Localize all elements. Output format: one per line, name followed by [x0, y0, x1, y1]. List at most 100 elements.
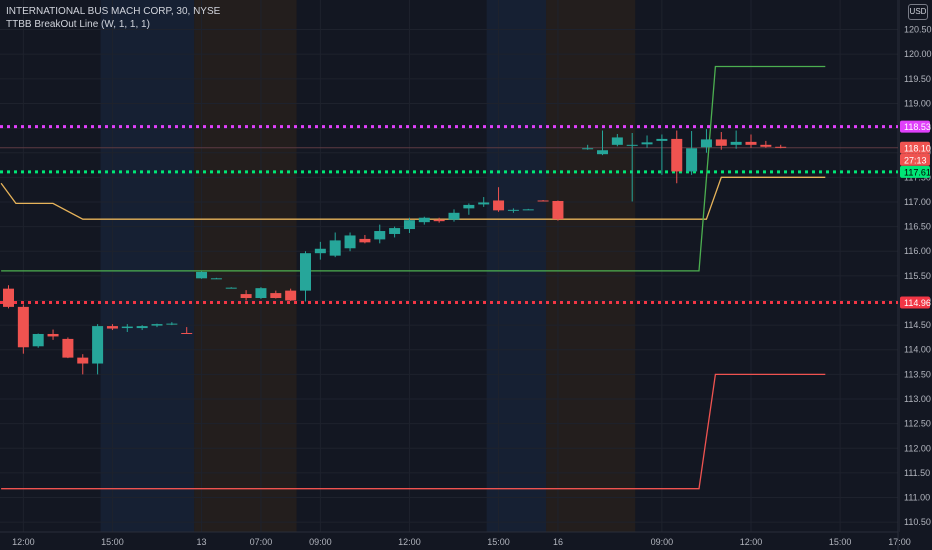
candle-body[interactable]	[522, 209, 534, 211]
x-tick-label: 07:00	[250, 537, 273, 547]
candle-body[interactable]	[626, 144, 638, 146]
level-badge-green: 117.61	[904, 167, 931, 177]
x-tick-label: 16	[553, 537, 563, 547]
candle-body[interactable]	[478, 202, 490, 205]
candle-body[interactable]	[715, 139, 727, 146]
y-tick-label: 110.50	[904, 517, 931, 527]
x-tick-label: 12:00	[398, 537, 421, 547]
y-tick-label: 116.00	[904, 246, 931, 256]
session-band	[546, 0, 636, 532]
y-tick-label: 117.00	[904, 197, 931, 207]
x-tick-label: 15:00	[829, 537, 852, 547]
candle-body[interactable]	[403, 220, 415, 230]
y-tick-label: 120.50	[904, 25, 932, 35]
candle-body[interactable]	[493, 200, 505, 211]
candle-body[interactable]	[314, 248, 326, 254]
level-badge-green-bg	[900, 165, 930, 178]
y-tick-label: 111.00	[904, 493, 930, 503]
candle-body[interactable]	[582, 148, 594, 150]
candle-body[interactable]	[77, 357, 89, 364]
y-tick-label: 116.50	[904, 222, 931, 232]
candle-body[interactable]	[700, 139, 712, 148]
candle-body[interactable]	[285, 290, 297, 301]
candle-body[interactable]	[611, 137, 623, 145]
candle-body[interactable]	[166, 323, 178, 325]
y-tick-label: 115.50	[904, 271, 931, 281]
candle-body[interactable]	[433, 219, 445, 222]
currency-button[interactable]: USD	[908, 4, 928, 20]
y-tick-label: 119.50	[904, 74, 931, 84]
candle-body[interactable]	[760, 144, 772, 147]
candle-body[interactable]	[151, 324, 163, 326]
candle-body[interactable]	[32, 333, 44, 347]
candle-body[interactable]	[374, 231, 386, 240]
y-tick-label: 112.50	[904, 419, 931, 429]
candle-body[interactable]	[3, 288, 14, 307]
level-badge-red: 114.96	[904, 298, 931, 308]
session-band	[194, 0, 297, 532]
candle-body[interactable]	[106, 326, 118, 329]
x-tick-label: 15:00	[487, 537, 510, 547]
symbol-legend[interactable]: INTERNATIONAL BUS MACH CORP, 30, NYSE	[6, 6, 221, 17]
breakout-line-red	[1, 373, 826, 490]
indicator-legend[interactable]: TTBB BreakOut Line (W, 1, 1, 1)	[6, 19, 150, 30]
candle-body[interactable]	[17, 306, 29, 348]
bar-countdown-badge-bg	[900, 153, 930, 166]
candle-body[interactable]	[270, 293, 282, 299]
candle-body[interactable]	[448, 212, 460, 220]
candle-body[interactable]	[210, 278, 222, 280]
candle-body[interactable]	[329, 240, 341, 256]
y-tick-label: 119.00	[904, 98, 931, 108]
candle-body[interactable]	[344, 235, 356, 249]
candle-body[interactable]	[656, 138, 668, 141]
candle-body[interactable]	[47, 333, 59, 337]
candle-body[interactable]	[240, 294, 252, 299]
candle-body[interactable]	[641, 142, 653, 145]
session-band	[100, 0, 195, 532]
candle-body[interactable]	[136, 326, 148, 329]
candle-body[interactable]	[597, 150, 608, 155]
candle-body[interactable]	[418, 217, 430, 223]
level-badge-red-bg	[900, 296, 930, 309]
candle-body[interactable]	[389, 228, 401, 234]
y-tick-label: 113.00	[904, 394, 931, 404]
x-tick-label: 15:00	[101, 537, 124, 547]
candle-body[interactable]	[196, 271, 208, 279]
level-badge-magenta: 118.53	[904, 122, 931, 132]
level-badge-magenta-bg	[900, 120, 930, 133]
candle-body[interactable]	[300, 253, 311, 291]
y-tick-label: 113.50	[904, 369, 931, 379]
x-tick-label: 12:00	[740, 537, 763, 547]
last-price-badge-bg	[900, 141, 930, 154]
candle-body[interactable]	[671, 138, 683, 172]
y-tick-label: 112.00	[904, 443, 931, 453]
candle-body[interactable]	[181, 332, 193, 334]
x-tick-label: 17:00	[888, 537, 911, 547]
last-price-badge: 118.10	[904, 143, 931, 153]
session-band	[486, 0, 547, 532]
candle-body[interactable]	[686, 148, 698, 172]
y-tick-label: 114.00	[904, 345, 931, 355]
bar-countdown-badge: 27:13	[904, 155, 927, 165]
candle-body[interactable]	[225, 287, 237, 289]
breakout-line-green	[1, 65, 826, 272]
candle-body[interactable]	[62, 338, 74, 358]
breakout-line-yellow	[0, 176, 826, 220]
candle-body[interactable]	[775, 146, 787, 148]
candle-body[interactable]	[745, 141, 757, 145]
y-tick-label: 111.50	[904, 468, 930, 478]
x-tick-label: 09:00	[309, 537, 332, 547]
candle-body[interactable]	[92, 326, 104, 364]
candle-body[interactable]	[537, 200, 549, 202]
candle-body[interactable]	[463, 204, 475, 209]
y-tick-label: 120.00	[904, 49, 932, 59]
x-tick-label: 12:00	[12, 537, 35, 547]
candle-body[interactable]	[552, 200, 564, 220]
candle-body[interactable]	[121, 326, 133, 329]
candle-body[interactable]	[359, 238, 371, 243]
candle-body[interactable]	[730, 141, 742, 145]
x-tick-label: 09:00	[651, 537, 674, 547]
candle-body[interactable]	[507, 209, 519, 211]
candle-body[interactable]	[255, 288, 267, 299]
